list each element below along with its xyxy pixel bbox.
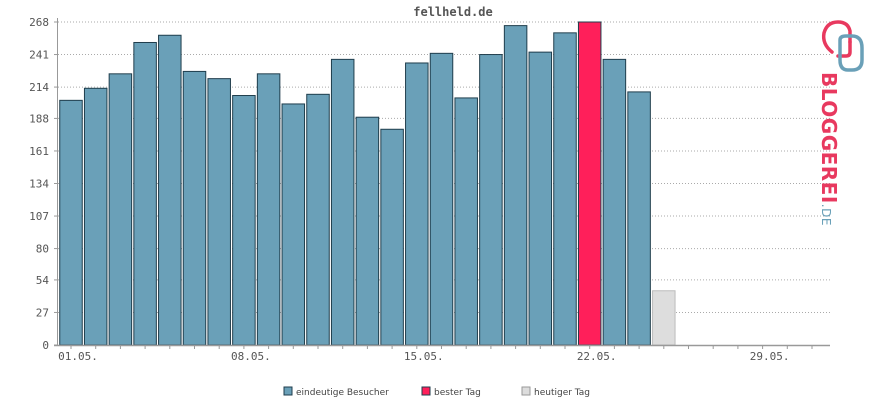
bar-visitors [306, 93, 330, 346]
chart-title: fellheld.de [413, 5, 492, 19]
x-tick-label: 22.05. [577, 350, 617, 363]
x-axis-ticks: 01.05. 08.05. 15.05. 22.05. 29.05. [58, 345, 813, 363]
y-tick-label: 80 [36, 243, 49, 256]
x-tick-label: 15.05. [404, 350, 444, 363]
bar-visitors [479, 54, 503, 346]
bar-visitors [330, 58, 355, 346]
y-tick-label: 107 [29, 210, 49, 223]
bar-visitors [627, 91, 651, 346]
bar-today [652, 290, 676, 346]
y-tick-label: 268 [29, 16, 49, 29]
bar-visitors [256, 73, 281, 346]
legend-swatch [521, 386, 531, 396]
bar-visitors [503, 25, 528, 346]
svg-text:BLOGGEREI.DE: BLOGGEREI.DE [817, 72, 841, 226]
y-tick-label: 0 [42, 339, 49, 352]
bar-visitors [602, 58, 627, 346]
bar-visitors [108, 73, 133, 346]
legend-label: heutiger Tag [534, 388, 590, 398]
bar-visitors [158, 34, 182, 346]
bar-visitors [281, 103, 306, 346]
bar-visitors [405, 62, 429, 346]
bar-visitors [553, 32, 577, 346]
legend-swatch [283, 386, 293, 396]
bar-visitors [528, 51, 553, 346]
y-tick-label: 54 [36, 274, 50, 287]
legend-label: bester Tag [434, 388, 481, 398]
logo-suffix: .DE [819, 204, 833, 226]
y-tick-label: 134 [29, 178, 49, 191]
y-tick-label: 241 [29, 49, 49, 62]
legend: eindeutige Besucher bester Tag heutiger Ta… [283, 386, 590, 398]
logo-mark-icon [821, 20, 864, 72]
bar-visitors [454, 97, 478, 346]
y-tick-label: 214 [29, 81, 49, 94]
y-axis-ticks: 0 27 54 80 107 134 161 188 214 241 268 [29, 16, 58, 352]
bar-visitors [232, 95, 256, 346]
logo-text: BLOGGEREI [817, 72, 841, 204]
x-tick-label: 29.05. [750, 350, 790, 363]
bar-best-day [577, 21, 602, 346]
y-tick-label: 161 [29, 145, 49, 158]
bar-visitors [133, 41, 157, 346]
x-tick-label: 01.05. [58, 350, 98, 363]
y-tick-label: 27 [36, 306, 49, 319]
legend-label: eindeutige Besucher [296, 388, 389, 398]
bloggerei-logo: BLOGGEREI.DE [817, 20, 864, 226]
legend-swatch [421, 386, 431, 396]
y-tick-label: 188 [29, 112, 49, 125]
bars [59, 21, 676, 346]
bar-visitors [355, 116, 380, 346]
bar-visitors [182, 70, 207, 346]
bar-visitors [59, 99, 83, 346]
bar-visitors [207, 78, 231, 346]
bar-visitors [83, 87, 108, 346]
bar-visitors [429, 52, 454, 346]
x-tick-label: 08.05. [231, 350, 271, 363]
bar-visitors [380, 128, 404, 346]
